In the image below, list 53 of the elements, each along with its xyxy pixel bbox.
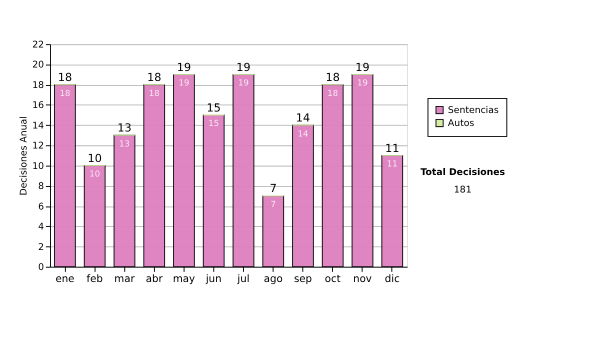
y-tick-label: 6: [38, 201, 44, 212]
data-label: 13: [119, 138, 130, 148]
data-label: 19: [238, 78, 249, 88]
legend-label: Autos: [448, 118, 474, 129]
total-label: 11: [385, 142, 400, 155]
data-label: 18: [327, 88, 338, 98]
total-label: 18: [58, 70, 72, 84]
x-tick-label: dic: [384, 274, 400, 286]
data-label: 7: [270, 199, 276, 210]
x-tick-label: ene: [55, 274, 74, 286]
data-label: 11: [386, 158, 398, 169]
total-label: 15: [206, 101, 221, 114]
text: Total Decisiones: [420, 166, 506, 178]
y-axis-title: Decisiones Anual: [18, 116, 30, 196]
total-label: 10: [88, 152, 102, 165]
y-tick-label: 10: [32, 160, 44, 172]
x-tick-label: jun: [204, 274, 222, 286]
y-tick-label: 2: [38, 242, 44, 253]
total-label: 18: [147, 70, 162, 84]
x-tick-label: may: [172, 274, 196, 286]
total-label: 19: [236, 60, 251, 74]
x-tick-label: jul: [236, 274, 250, 286]
x-tick-label: oct: [324, 274, 341, 286]
data-label: 19: [357, 78, 368, 88]
data-label: 18: [60, 88, 70, 98]
data-label: 18: [148, 88, 160, 98]
x-tick-label: ago: [264, 274, 283, 286]
y-tick-label: 8: [38, 181, 44, 192]
total-label: 14: [296, 111, 310, 124]
total-label: 7: [270, 182, 277, 196]
y-tick-label: 20: [32, 60, 44, 71]
total-label: 19: [176, 60, 192, 74]
x-tick-label: abr: [146, 274, 164, 286]
x-tick-label: feb: [86, 274, 103, 286]
data-label: 19: [178, 78, 190, 88]
y-tick-label: 4: [38, 222, 44, 233]
total-label: 19: [355, 60, 370, 74]
y-tick-label: 0: [38, 262, 44, 273]
x-tick-label: mar: [114, 274, 136, 286]
text: 181: [454, 184, 472, 196]
total-label: 13: [117, 122, 132, 135]
y-tick-label: 18: [32, 80, 44, 91]
y-tick-label: 12: [32, 140, 44, 152]
total-label: 18: [326, 70, 340, 84]
data-label: 14: [298, 128, 308, 138]
x-tick-label: sep: [294, 274, 312, 286]
data-label: 10: [89, 168, 100, 179]
y-tick-label: 22: [32, 39, 44, 50]
y-tick-label: 16: [32, 100, 44, 112]
x-tick-label: nov: [353, 274, 372, 286]
y-tick-label: 14: [32, 120, 44, 132]
legend-label: Sentencias: [448, 104, 499, 116]
data-label: 15: [208, 118, 220, 128]
